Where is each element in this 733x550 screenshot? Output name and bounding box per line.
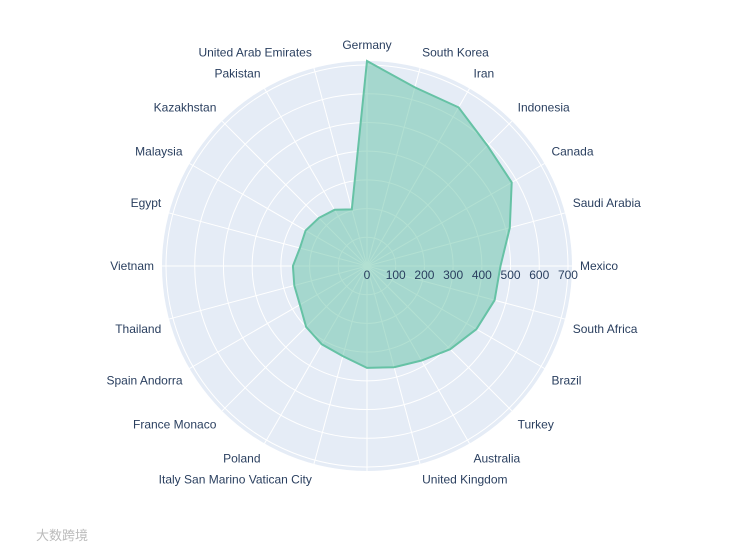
angular-tick-label: Egypt <box>131 196 162 210</box>
radial-tick-label: 0 <box>364 268 371 282</box>
angular-tick-label: Kazakhstan <box>154 100 217 114</box>
angular-tick-label: Malaysia <box>135 145 183 159</box>
angular-tick-label: Australia <box>474 451 521 465</box>
radial-tick-label: 400 <box>472 268 492 282</box>
angular-tick-label: Thailand <box>115 322 161 336</box>
angular-tick-label: Spain Andorra <box>106 374 182 388</box>
radar-area <box>291 59 513 369</box>
angular-tick-label: Mexico <box>580 259 618 273</box>
radial-tick-label: 100 <box>386 268 406 282</box>
radial-tick-label: 500 <box>501 268 521 282</box>
radial-tick-label: 600 <box>529 268 549 282</box>
angular-tick-label: Italy San Marino Vatican City <box>159 473 312 487</box>
angular-tick-label: South Korea <box>422 45 489 59</box>
angular-tick-label: Germany <box>342 38 391 52</box>
angular-tick-label: Poland <box>223 451 260 465</box>
angular-tick-label: United Kingdom <box>422 473 507 487</box>
radial-tick-label: 200 <box>414 268 434 282</box>
angular-tick-label: Pakistan <box>214 67 260 81</box>
angular-tick-label: South Africa <box>573 322 638 336</box>
angular-tick-label: Iran <box>474 67 495 81</box>
angular-tick-label: Vietnam <box>110 259 154 273</box>
angular-tick-label: Saudi Arabia <box>573 196 641 210</box>
angular-tick-label: France Monaco <box>133 418 217 432</box>
angular-tick-label: Canada <box>551 145 593 159</box>
angular-tick-label: United Arab Emirates <box>198 45 311 59</box>
watermark: 大数跨境 <box>36 528 88 543</box>
radial-tick-label: 700 <box>558 268 578 282</box>
angular-tick-label: Indonesia <box>518 100 570 114</box>
angular-tick-label: Turkey <box>518 418 554 432</box>
radial-tick-label: 300 <box>443 268 463 282</box>
angular-tick-label: Brazil <box>551 374 581 388</box>
